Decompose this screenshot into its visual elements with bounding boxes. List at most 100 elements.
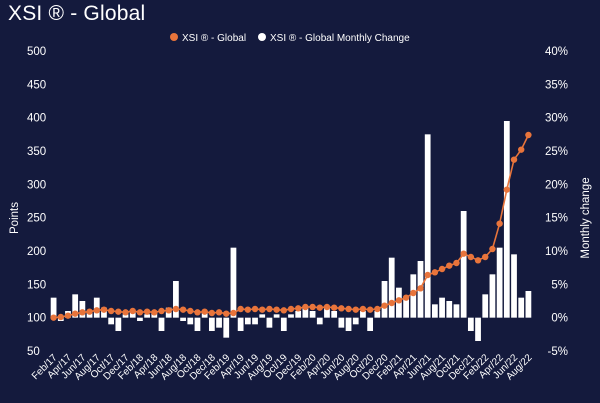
monthly-change-bar [446,301,453,318]
xsi-global-point [424,271,431,279]
legend-line-label: XSI ® - Global [182,33,246,44]
y-right-tick-label: 15% [545,213,568,225]
monthly-change-bar [173,281,179,318]
xsi-global-point [230,309,237,317]
xsi-global-point [179,306,187,313]
xsi-global-point [410,289,417,297]
monthly-change-bar [460,211,467,318]
xsi-global-point [187,307,194,315]
xsi-global-point [172,305,180,313]
y-left-tick-label: 50 [27,346,40,358]
monthly-change-bar [187,317,194,325]
xsi-global-point [417,285,424,292]
y-left-tick-label: 400 [27,113,46,125]
monthly-change-bar [223,317,230,338]
xsi-global-point [115,308,122,315]
xsi-global-point [158,307,165,315]
xsi-global-point [323,303,331,311]
monthly-change-bar [137,317,143,321]
monthly-change-bar [381,281,388,318]
y-axis-left-label: Points [9,202,21,234]
xsi-global-point [223,310,230,317]
xsi-global-line [53,134,530,319]
monthly-change-bar [129,311,136,318]
xsi-global-point [482,253,489,261]
xsi-global-point [309,303,316,311]
y-axis-right-ticks: -5% 0% 5% 10% 15% 20% 25% 30% 35% 40% [545,46,568,358]
y-left-tick-label: 300 [27,179,46,191]
xsi-global-point [467,253,475,261]
xsi-global-point [107,307,115,315]
xsi-global-point [165,307,172,314]
monthly-change-bar [208,317,215,331]
xsi-global-point [71,310,79,317]
xsi-global-point [259,306,266,313]
xsi-global-point [237,305,244,313]
monthly-change-bar [194,317,201,331]
monthly-change-bar [511,254,517,318]
monthly-change-bar [360,311,366,318]
monthly-change-bar [216,317,222,328]
xsi-global-point [345,305,352,313]
xsi-global-point [244,306,252,313]
xsi-global-point [122,309,129,316]
xsi-global-point [57,313,64,321]
monthly-change-bar [453,304,460,318]
monthly-change-bar [518,297,525,318]
monthly-change-bar [525,291,532,318]
monthly-change-bar [374,311,381,318]
y-right-tick-label: -5% [548,346,568,358]
monthly-change-bar [50,297,57,318]
chart-title: XSI ® - Global [8,2,146,25]
monthly-change-bar [432,304,438,318]
xsi-global-point [266,305,273,313]
y-left-tick-label: 500 [27,46,46,58]
monthly-change-bar [316,317,323,325]
monthly-change-bar [158,317,165,331]
y-right-tick-label: 0% [551,313,568,325]
monthly-change-bar [295,311,302,318]
xsi-global-point [129,307,136,315]
monthly-change-bar [503,121,510,318]
monthly-change-bar [403,297,409,318]
xsi-global-point [93,307,100,314]
monthly-change-bar [230,247,237,318]
xsi-global-point [316,304,323,311]
monthly-change-bar [259,314,266,318]
y-left-tick-label: 350 [27,146,46,158]
y-axis-right-label: Monthly change [580,177,592,258]
y-left-tick-label: 150 [27,279,46,291]
xsi-global-point [453,259,460,267]
monthly-change-bar [439,297,445,318]
monthly-change-bar [108,317,115,325]
xsi-global-point [374,305,381,313]
legend: XSI ® - Global XSI ® - Global Monthly Ch… [170,33,410,44]
xsi-global-point [215,309,223,316]
xsi-global-point [143,308,151,315]
xsi-global-point [280,307,288,314]
monthly-change-bars [50,121,532,341]
monthly-change-bar [122,314,129,318]
monthly-change-bar [273,314,280,318]
xsi-global-point [208,309,216,317]
y-right-tick-label: 35% [545,79,568,91]
xsi-global-point [388,299,395,307]
monthly-change-bar [180,317,186,321]
xsi-global-point [366,306,374,313]
xsi-global-point [251,305,259,313]
monthly-change-bar [496,247,503,318]
monthly-change-bar [302,307,309,318]
xsi-global-point [330,304,338,311]
xsi-global-point [100,306,108,313]
monthly-change-bar [244,317,251,325]
monthly-change-bar [115,317,122,331]
xsi-global-point [136,309,144,316]
xsi-global-point [518,146,525,153]
y-left-tick-label: 250 [27,213,46,225]
xsi-global-point [338,305,345,312]
monthly-change-bar [367,317,374,331]
legend-bar-label: XSI ® - Global Monthly Change [270,33,410,44]
legend-line-swatch [170,33,178,41]
legend-bar-swatch [258,33,266,41]
xsi-global-point [381,302,388,309]
